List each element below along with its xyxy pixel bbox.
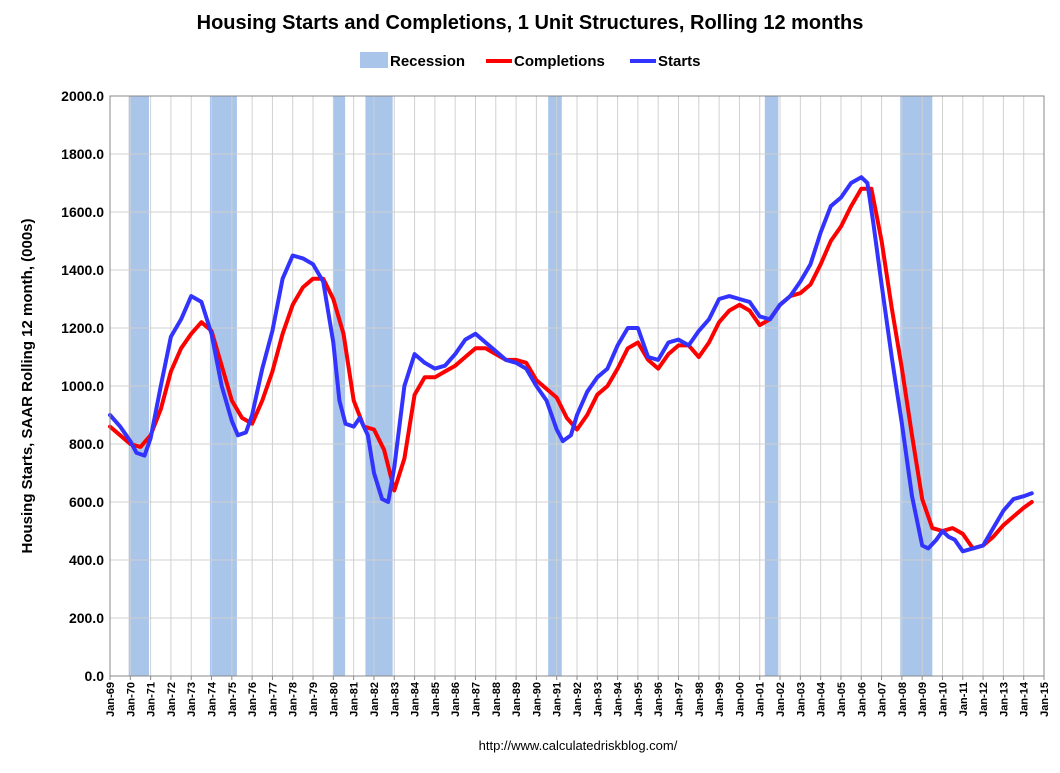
x-tick-label: Jan-81 [349, 682, 361, 717]
series-lines [108, 175, 1034, 554]
x-tick-label: Jan-80 [328, 682, 340, 717]
x-tick-label: Jan-07 [877, 682, 889, 717]
x-tick-label: Jan-02 [775, 682, 787, 717]
y-tick-label: 2000.0 [61, 88, 104, 104]
x-tick-label: Jan-82 [369, 682, 381, 717]
y-tick-label: 1800.0 [61, 146, 104, 162]
x-tick-label: Jan-14 [1019, 681, 1031, 717]
legend: Recession Completions Starts [360, 52, 701, 70]
x-tick-label: Jan-72 [166, 682, 178, 717]
x-tick-label: Jan-83 [389, 682, 401, 717]
y-tick-label: 400.0 [69, 552, 104, 568]
x-tick-label: Jan-70 [125, 682, 137, 717]
y-tick-label: 1200.0 [61, 320, 104, 336]
x-tick-label: Jan-77 [267, 682, 279, 717]
y-tick-label: 800.0 [69, 436, 104, 452]
x-tick-label: Jan-74 [207, 681, 219, 717]
x-tick-label: Jan-87 [470, 682, 482, 717]
x-tick-label: Jan-89 [511, 682, 523, 717]
x-tick-label: Jan-09 [917, 682, 929, 717]
x-tick-label: Jan-13 [998, 682, 1010, 717]
x-tick-label: Jan-88 [491, 682, 503, 717]
x-tick-label: Jan-01 [755, 682, 767, 717]
x-tick-label: Jan-86 [450, 682, 462, 717]
x-tick-label: Jan-75 [227, 682, 239, 717]
x-tick-label: Jan-71 [146, 682, 158, 717]
y-tick-label: 1000.0 [61, 378, 104, 394]
chart-title: Housing Starts and Completions, 1 Unit S… [197, 12, 864, 34]
x-tick-label: Jan-10 [937, 682, 949, 717]
x-tick-label: Jan-73 [186, 682, 198, 717]
x-axis-ticks: Jan-69 Jan-70 Jan-71 Jan-72 Jan-73 Jan-74 Jan-… [105, 676, 1051, 717]
x-tick-label: Jan-12 [978, 682, 990, 717]
x-tick-label: Jan-78 [288, 682, 300, 717]
y-tick-label: 200.0 [69, 610, 104, 626]
x-tick-label: Jan-76 [247, 682, 259, 717]
x-tick-label: Jan-90 [531, 682, 543, 717]
x-tick-label: Jan-96 [653, 682, 665, 717]
y-tick-label: 1400.0 [61, 262, 104, 278]
x-tick-label: Jan-92 [572, 682, 584, 717]
y-tick-label: 0.0 [85, 668, 105, 684]
x-tick-label: Jan-06 [856, 682, 868, 717]
legend-label-recession: Recession [390, 53, 465, 70]
x-tick-label: Jan-94 [613, 681, 625, 717]
x-tick-label: Jan-08 [897, 682, 909, 717]
x-tick-label: Jan-91 [552, 682, 564, 717]
x-tick-label: Jan-95 [633, 682, 645, 717]
x-tick-label: Jan-98 [694, 682, 706, 717]
x-tick-label: Jan-11 [958, 682, 970, 716]
series-line-starts [108, 175, 1034, 554]
legend-label-completions: Completions [514, 53, 605, 70]
x-tick-label: Jan-69 [105, 682, 117, 717]
x-tick-label: Jan-85 [430, 682, 442, 717]
x-tick-label: Jan-99 [714, 682, 726, 717]
y-tick-label: 1600.0 [61, 204, 104, 220]
y-axis-ticks: 0.0 200.0 400.0 600.0 800.0 1000.0 1200.0 1400.… [61, 88, 104, 684]
series-line-completions [108, 186, 1034, 551]
x-tick-label: Jan-97 [674, 682, 686, 717]
x-tick-label: Jan-15 [1039, 682, 1051, 717]
x-tick-label: Jan-79 [308, 682, 320, 717]
y-tick-label: 600.0 [69, 494, 104, 510]
x-tick-label: Jan-93 [592, 682, 604, 717]
x-tick-label: Jan-84 [410, 681, 422, 717]
x-tick-label: Jan-00 [734, 682, 746, 717]
y-axis-label: Housing Starts, SAAR Rolling 12 month, (… [19, 218, 36, 553]
x-tick-label: Jan-04 [816, 681, 828, 717]
legend-swatch-recession [360, 52, 388, 68]
x-tick-label: Jan-05 [836, 682, 848, 717]
legend-label-starts: Starts [658, 53, 701, 70]
x-tick-label: Jan-03 [795, 682, 807, 717]
source-url: http://www.calculatedriskblog.com/ [479, 738, 678, 753]
